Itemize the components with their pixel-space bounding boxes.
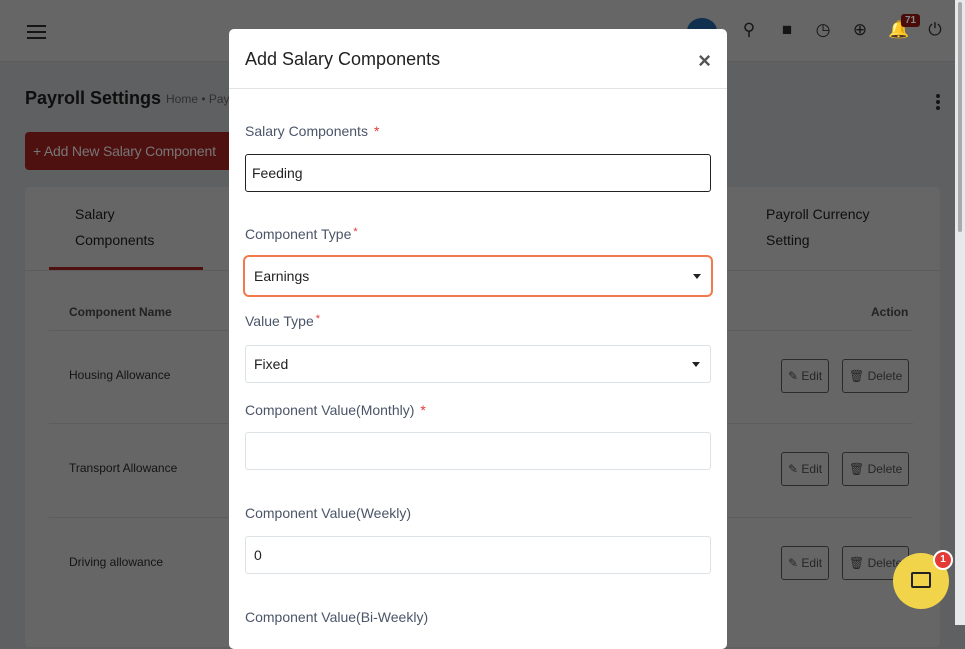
value-type-select[interactable]: Fixed	[245, 345, 711, 383]
add-salary-component-button[interactable]: + Add New Salary Component	[25, 132, 235, 170]
salary-components-input[interactable]: Feeding	[245, 154, 711, 192]
menu-icon[interactable]	[27, 25, 46, 43]
chat-badge: 1	[933, 550, 953, 570]
column-header-component-name: Component Name	[69, 305, 172, 319]
edit-button[interactable]: ✎ Edit	[781, 546, 830, 580]
active-tab-indicator	[49, 267, 203, 270]
chat-icon	[911, 572, 931, 588]
weekly-value-input[interactable]: 0	[245, 536, 711, 574]
clock-icon[interactable]: ◷	[815, 20, 831, 39]
page-scrollbar[interactable]	[955, 0, 965, 625]
add-salary-components-modal: Add Salary Components × Salary Component…	[229, 29, 727, 649]
tab-payroll-currency-setting[interactable]: Payroll Currency Setting	[766, 206, 870, 248]
chevron-down-icon	[693, 274, 701, 279]
monthly-value-input[interactable]	[245, 432, 711, 470]
more-options-icon[interactable]	[936, 94, 940, 112]
component-type-select[interactable]: Earnings	[243, 255, 713, 297]
notification-badge: 71	[901, 14, 921, 27]
component-name: Driving allowance	[69, 555, 164, 569]
salary-components-label: Salary Components *	[245, 123, 380, 139]
power-icon[interactable]: ⏻	[928, 20, 942, 39]
plus-circle-icon[interactable]: ⊕	[852, 20, 868, 39]
edit-button[interactable]: ✎ Edit	[781, 452, 830, 486]
monthly-value-label: Component Value(Monthly) *	[245, 402, 426, 418]
modal-title: Add Salary Components	[245, 49, 441, 69]
component-name: Transport Allowance	[69, 461, 178, 475]
weekly-value-label: Component Value(Weekly)	[245, 505, 412, 521]
plus-icon: +	[33, 143, 44, 159]
tab-salary-components[interactable]: Salary Components	[75, 206, 155, 248]
sticky-note-icon[interactable]: ■	[781, 20, 793, 39]
delete-button[interactable]: 🗑 Delete	[842, 452, 910, 486]
value-type-label: Value Type *	[245, 313, 321, 329]
delete-button[interactable]: 🗑 Delete	[842, 359, 910, 393]
component-name: Housing Allowance	[69, 368, 171, 382]
close-icon[interactable]: ×	[698, 48, 711, 73]
chevron-down-icon	[692, 362, 700, 367]
column-header-action: Action	[871, 305, 909, 319]
search-icon[interactable]: ⚲	[742, 20, 756, 39]
edit-button[interactable]: ✎ Edit	[781, 359, 830, 393]
page-title: Payroll Settings	[25, 88, 162, 108]
component-type-label: Component Type *	[245, 226, 358, 242]
biweekly-value-label: Component Value(Bi-Weekly)	[245, 609, 429, 625]
